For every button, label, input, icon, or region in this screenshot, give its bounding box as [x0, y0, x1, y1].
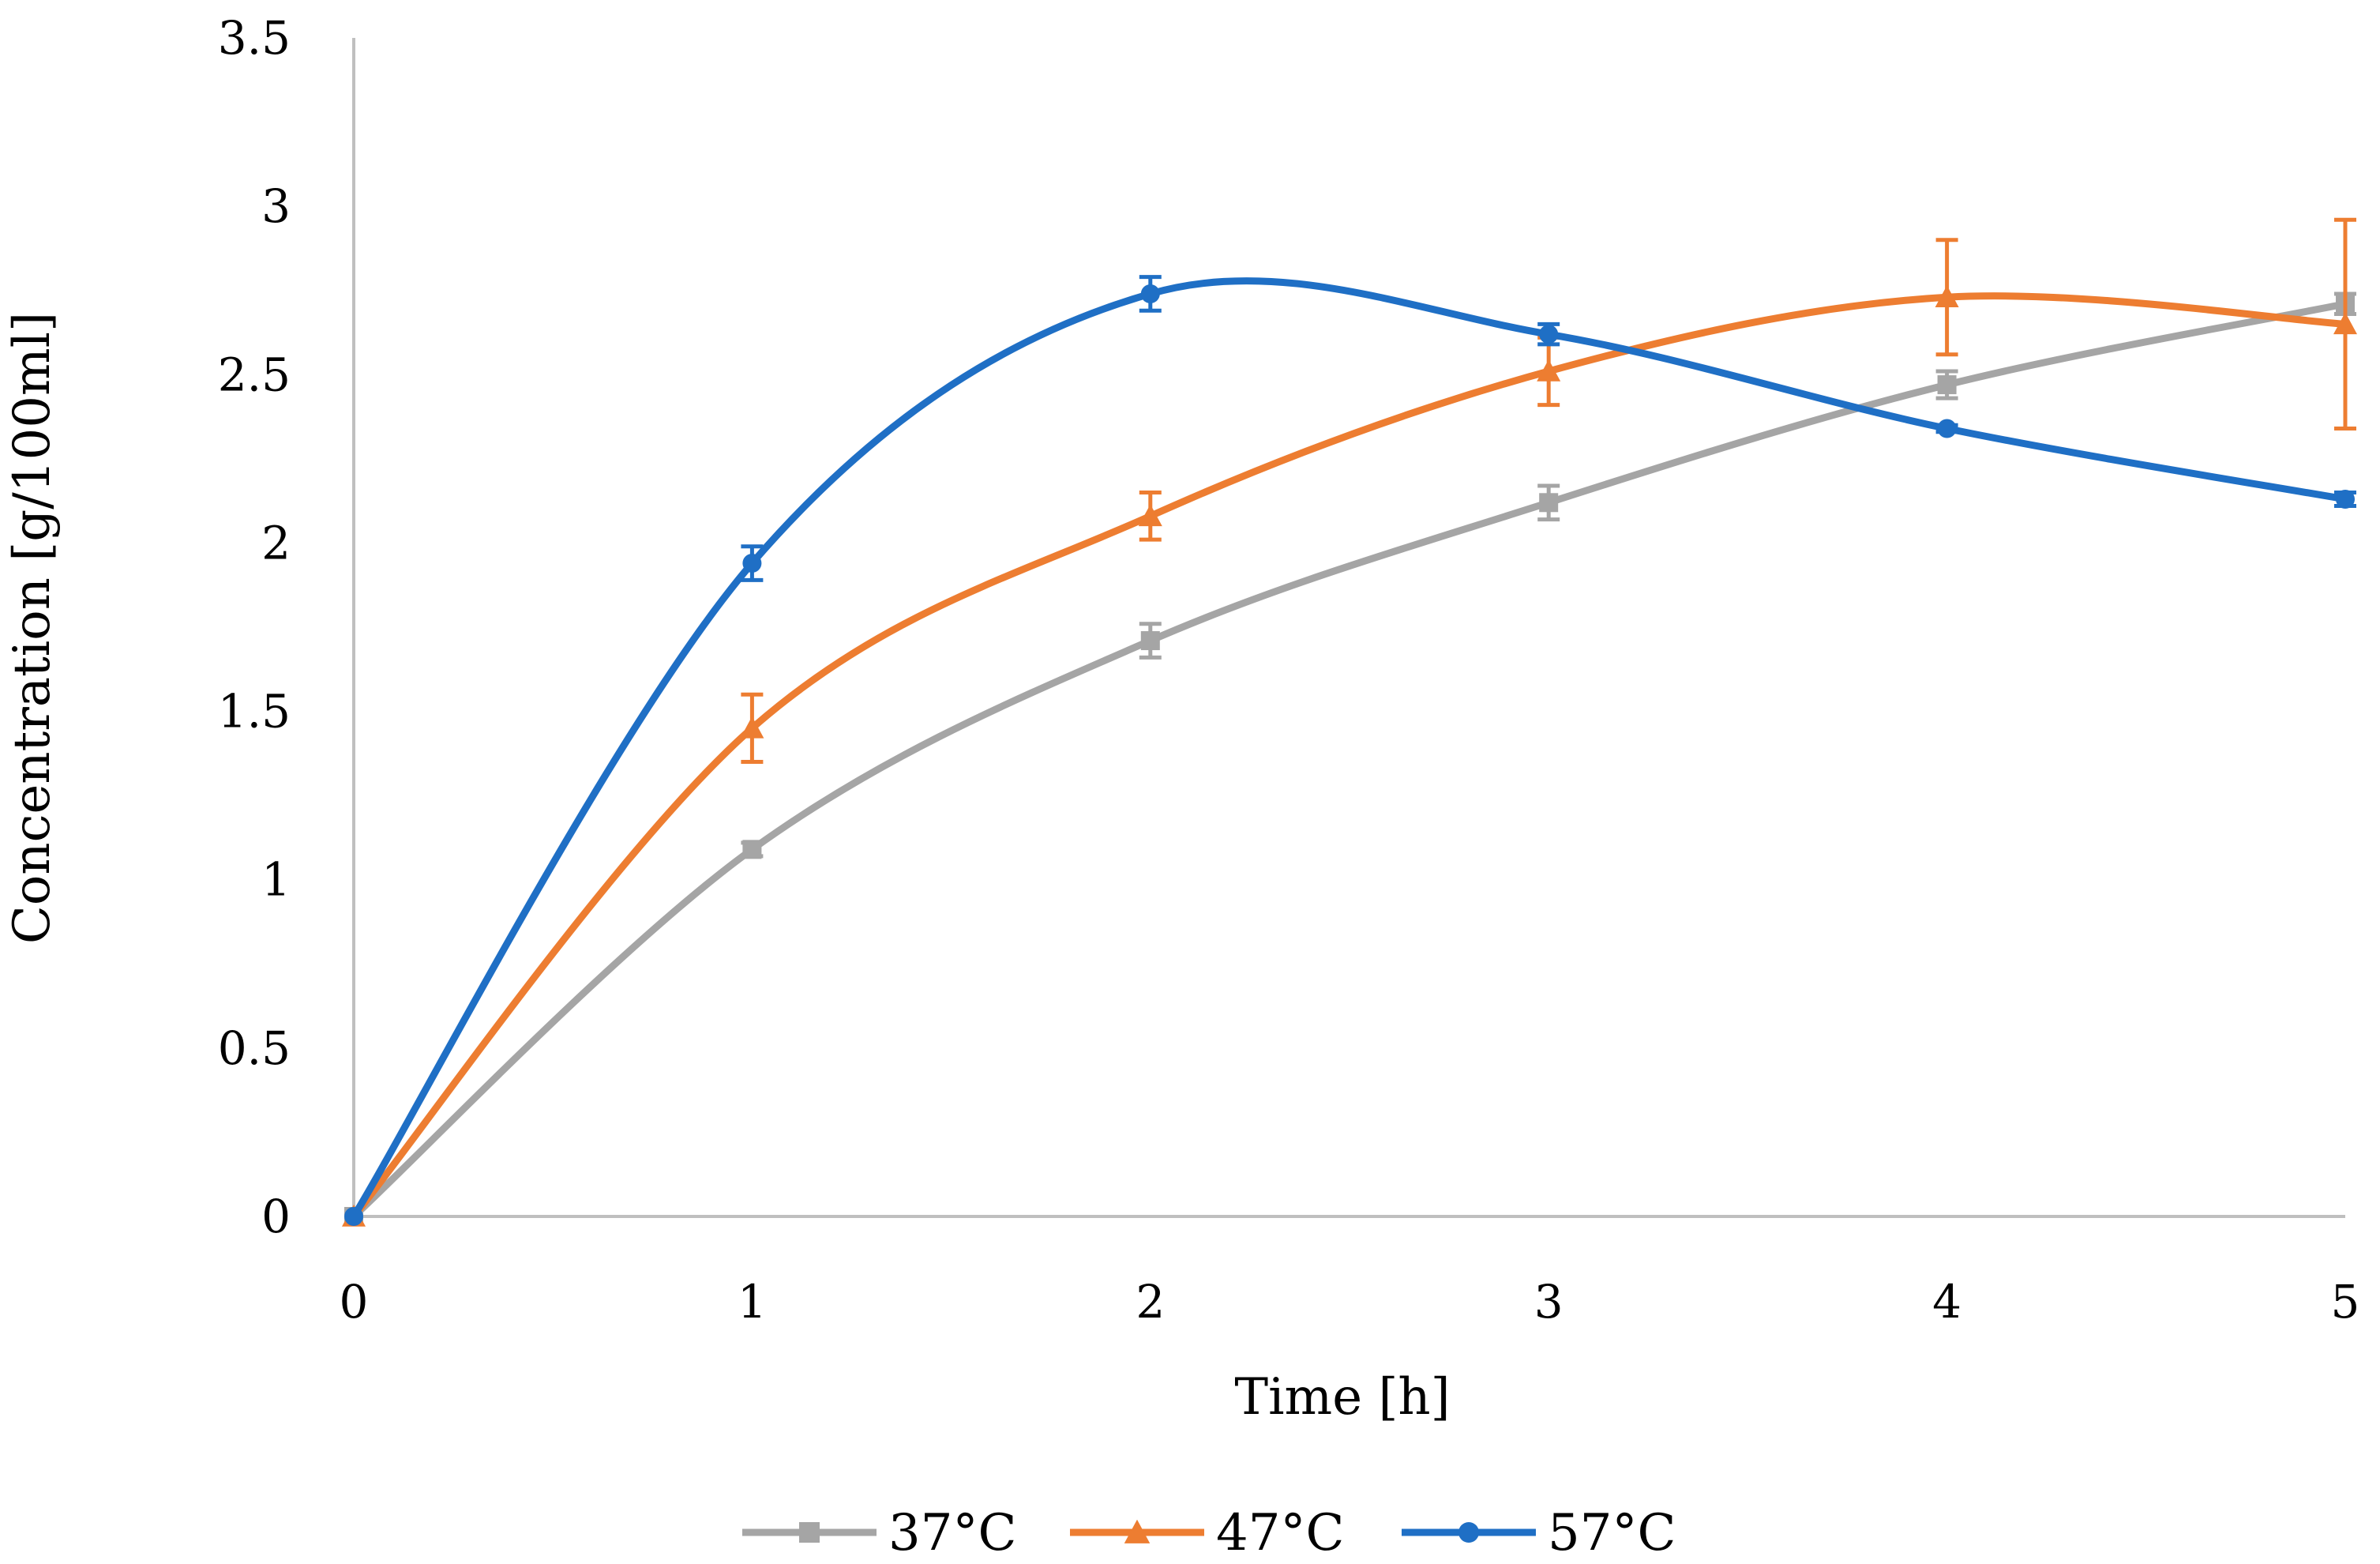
x-tick-label: 5 [2331, 1275, 2360, 1329]
data-point [344, 1207, 363, 1226]
legend-item: 57°C [1402, 1504, 1676, 1562]
data-point [1937, 419, 1957, 438]
y-tick-label: 1 [261, 853, 291, 907]
series-0 [344, 291, 2356, 1226]
y-tick-label: 0.5 [218, 1021, 291, 1075]
legend-label: 47°C [1216, 1504, 1344, 1562]
x-axis-title: Time [h] [1234, 1368, 1450, 1427]
y-tick-label: 3 [261, 179, 291, 233]
data-point [1937, 375, 1957, 395]
axes [352, 38, 2345, 1218]
data-point [1138, 504, 1162, 527]
data-point [2333, 312, 2357, 335]
data-point [1140, 284, 1160, 303]
y-tick-label: 3.5 [218, 11, 291, 65]
data-point [740, 716, 764, 739]
legend-item: 37°C [742, 1504, 1016, 1562]
x-tick-label: 1 [738, 1275, 767, 1329]
legend-marker [1124, 1519, 1151, 1543]
x-tick-label: 4 [1932, 1275, 1961, 1329]
x-tick-label: 0 [340, 1275, 369, 1329]
y-axis-title: Concentration [g/100ml] [3, 312, 62, 944]
data-point [1140, 631, 1160, 651]
y-tick-label: 2 [261, 516, 291, 570]
data-point [2336, 490, 2355, 509]
y-tick-label: 1.5 [218, 685, 291, 739]
data-point [1539, 325, 1559, 344]
series-layer [342, 217, 2357, 1227]
legend-marker [1458, 1522, 1479, 1543]
data-point [742, 554, 762, 573]
x-tick-labels: 0 1 2 3 4 5 [340, 1275, 2360, 1329]
series-line [350, 292, 2349, 1220]
legend-label: 57°C [1548, 1504, 1676, 1562]
legend-item: 47°C [1070, 1504, 1344, 1562]
x-tick-label: 3 [1534, 1275, 1564, 1329]
series-1 [342, 217, 2357, 1227]
y-tick-label: 0 [261, 1190, 291, 1243]
data-point [742, 840, 762, 859]
data-point [1935, 285, 1959, 307]
data-point [1539, 493, 1559, 513]
legend-marker [799, 1522, 820, 1543]
series-line [350, 277, 2349, 1220]
y-tick-labels: 0 0.5 1 1.5 2 2.5 3 3.5 [218, 11, 291, 1243]
legend-label: 37°C [888, 1504, 1016, 1562]
series-2 [344, 275, 2356, 1226]
series-line [350, 300, 2349, 1220]
data-point [1537, 359, 1561, 382]
y-tick-label: 2.5 [218, 348, 291, 401]
legend: 37°C 47°C 57°C [742, 1504, 1676, 1562]
x-tick-label: 2 [1136, 1275, 1165, 1329]
